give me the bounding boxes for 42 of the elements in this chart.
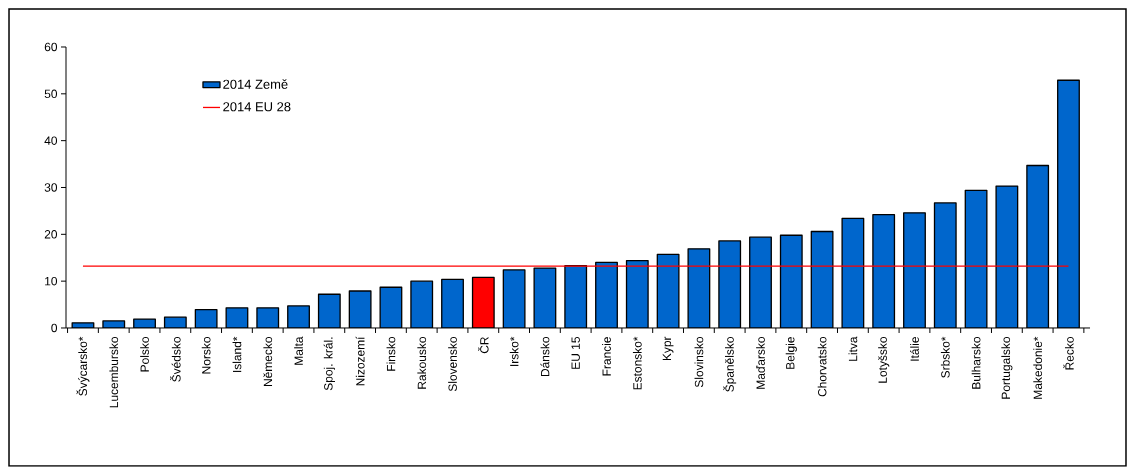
y-tick-label: 0 [51, 323, 58, 333]
x-tick-label: Spoj. král. [323, 337, 335, 391]
x-tick-label: Makedonie* [1033, 336, 1043, 399]
x-tick-label: Island* [232, 336, 242, 373]
y-tick-label: 20 [44, 230, 58, 239]
x-tick-label: Rakousko [417, 337, 427, 389]
x-tick-label: Nizozemí [355, 336, 365, 386]
x-tick-label: Španělsko [723, 337, 737, 392]
x-tick-label: Slovensko [448, 337, 457, 392]
x-tick-label: Polsko [140, 337, 149, 372]
x-tick-label: EU 15 [571, 337, 580, 369]
y-tick-label: 10 [45, 277, 58, 286]
x-tick-label: Dánsko [540, 337, 550, 377]
y-tick-label: 40 [44, 136, 58, 146]
legend-label: 2014 EU 28 [223, 102, 291, 112]
x-tick-label: Portugalsko [1001, 337, 1013, 399]
x-tick-label: Irsko* [509, 336, 519, 367]
x-tick-label: Litva [848, 336, 858, 361]
x-tick-label: Itálie [910, 337, 919, 361]
x-tick-label: Estonsko* [632, 336, 642, 390]
y-tick-label: 50 [44, 89, 58, 99]
x-tick-label: Finsko [386, 337, 396, 371]
x-tick-label: Švýcarsko* [76, 336, 90, 396]
x-tick-label: Malta [294, 336, 303, 365]
x-tick-label: Belgie [785, 337, 797, 369]
x-tick-label: Maďarsko [756, 337, 765, 389]
y-tick-label: 60 [44, 42, 58, 52]
x-tick-label: Švédsko [170, 337, 181, 382]
legend-label: 2014 Země [223, 79, 288, 89]
x-tick-label: Lucembursko [109, 337, 119, 408]
x-tick-label: Norsko [201, 337, 211, 374]
x-tick-label: Německo [263, 337, 273, 387]
x-tick-label: Lotyšsko [878, 337, 890, 383]
x-tick-label: Chorvatsko [817, 337, 827, 397]
x-tick-label: Kypr [662, 336, 674, 361]
x-tick-label: Francie [602, 337, 611, 376]
x-tick-label: Bulharsko [971, 337, 981, 389]
x-tick-label: ČR [478, 337, 489, 354]
y-tick-label: 30 [44, 183, 58, 192]
x-tick-label: Srbsko* [940, 336, 950, 378]
x-tick-label: Slovinsko [694, 337, 704, 388]
x-tick-label: Řecko [1063, 337, 1074, 370]
